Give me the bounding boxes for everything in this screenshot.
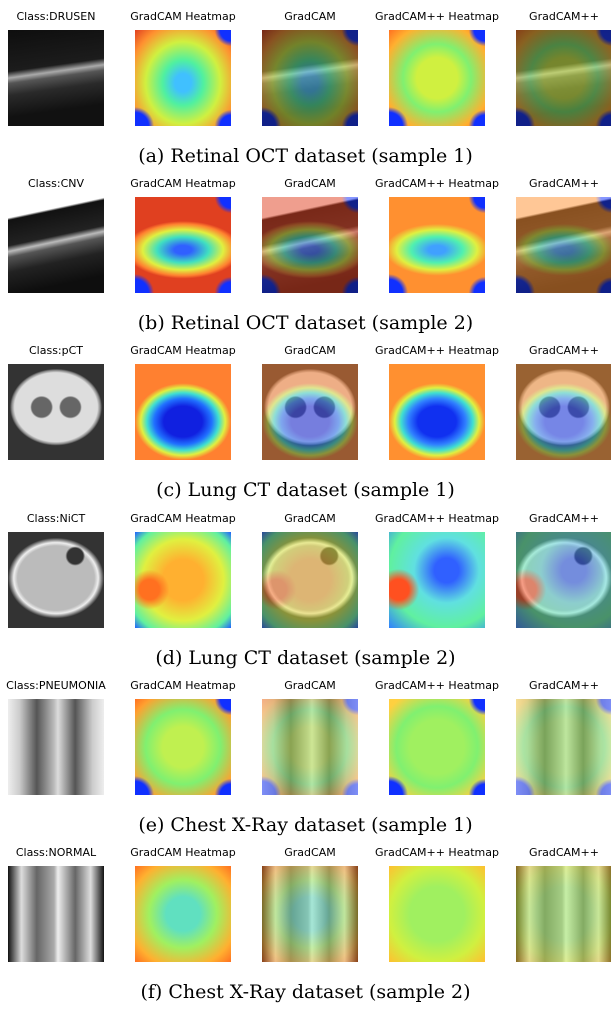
column-header: GradCAM++ Heatmap (374, 679, 500, 692)
image-panel (135, 364, 231, 460)
image-panel (516, 30, 611, 126)
image-panel (516, 364, 611, 460)
caption: (a) Retinal OCT dataset (sample 1) (0, 145, 611, 167)
image-panel (389, 699, 485, 795)
column-header: GradCAM Heatmap (120, 344, 246, 357)
column-header: GradCAM++ (501, 177, 611, 190)
caption: (f) Chest X-Ray dataset (sample 2) (0, 981, 611, 1003)
image-panel (516, 866, 611, 962)
column-header: GradCAM++ (501, 846, 611, 859)
column-header: GradCAM (247, 512, 373, 525)
column-header: Class:CNV (0, 177, 119, 190)
image-panel (262, 364, 358, 460)
figure: Class:DRUSENGradCAM HeatmapGradCAMGradCA… (0, 0, 611, 1009)
column-header: GradCAM Heatmap (120, 512, 246, 525)
image-panel (516, 197, 611, 293)
image-panel (8, 30, 104, 126)
column-header: Class:NiCT (0, 512, 119, 525)
image-panel (8, 699, 104, 795)
column-header: GradCAM++ Heatmap (374, 512, 500, 525)
image-panel (8, 197, 104, 293)
column-header: GradCAM++ (501, 679, 611, 692)
image-panel (389, 364, 485, 460)
image-panel (262, 532, 358, 628)
column-header: GradCAM++ (501, 344, 611, 357)
column-header: GradCAM++ (501, 512, 611, 525)
caption: (c) Lung CT dataset (sample 1) (0, 479, 611, 501)
image-panel (389, 866, 485, 962)
image-panel (389, 30, 485, 126)
column-header: GradCAM Heatmap (120, 10, 246, 23)
image-panel (516, 532, 611, 628)
image-panel (8, 364, 104, 460)
column-header: GradCAM++ (501, 10, 611, 23)
column-header: GradCAM Heatmap (120, 177, 246, 190)
column-header: Class:DRUSEN (0, 10, 119, 23)
column-header: GradCAM (247, 177, 373, 190)
image-panel (516, 699, 611, 795)
image-panel (135, 30, 231, 126)
column-header: Class:PNEUMONIA (0, 679, 119, 692)
image-panel (135, 699, 231, 795)
image-panel (262, 30, 358, 126)
image-panel (135, 532, 231, 628)
image-panel (262, 699, 358, 795)
image-panel (262, 866, 358, 962)
column-header: Class:NORMAL (0, 846, 119, 859)
column-header: GradCAM Heatmap (120, 679, 246, 692)
caption: (b) Retinal OCT dataset (sample 2) (0, 312, 611, 334)
image-panel (389, 197, 485, 293)
column-header: GradCAM Heatmap (120, 846, 246, 859)
column-header: GradCAM++ Heatmap (374, 177, 500, 190)
column-header: Class:pCT (0, 344, 119, 357)
column-header: GradCAM (247, 344, 373, 357)
caption: (e) Chest X-Ray dataset (sample 1) (0, 814, 611, 836)
image-panel (389, 532, 485, 628)
image-panel (8, 866, 104, 962)
image-panel (262, 197, 358, 293)
image-panel (135, 866, 231, 962)
column-header: GradCAM (247, 10, 373, 23)
image-panel (135, 197, 231, 293)
column-header: GradCAM (247, 846, 373, 859)
image-panel (8, 532, 104, 628)
column-header: GradCAM++ Heatmap (374, 344, 500, 357)
column-header: GradCAM (247, 679, 373, 692)
caption: (d) Lung CT dataset (sample 2) (0, 647, 611, 669)
column-header: GradCAM++ Heatmap (374, 10, 500, 23)
column-header: GradCAM++ Heatmap (374, 846, 500, 859)
